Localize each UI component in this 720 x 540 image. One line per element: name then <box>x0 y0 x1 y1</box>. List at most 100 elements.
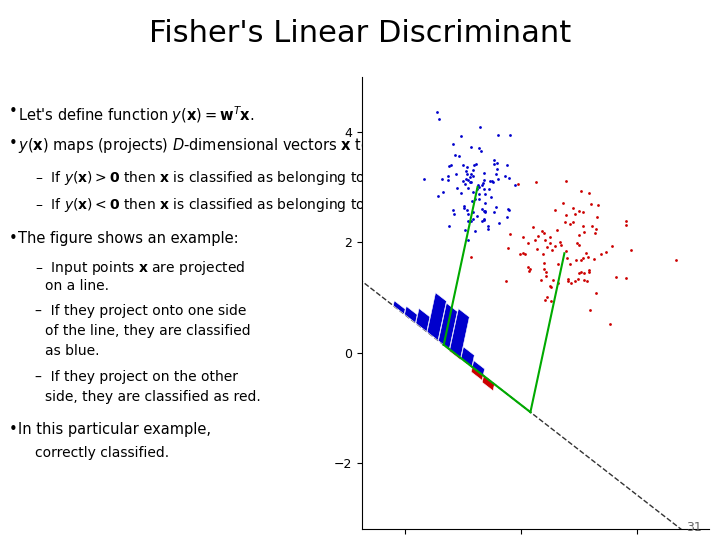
Point <box>447 140 459 149</box>
Point <box>504 131 516 139</box>
Polygon shape <box>472 361 485 375</box>
Point <box>459 226 471 234</box>
Point <box>476 204 487 213</box>
Point <box>539 265 550 273</box>
Text: –  If they project onto one side: – If they project onto one side <box>35 304 246 318</box>
Point <box>576 187 588 195</box>
Point <box>472 212 483 221</box>
Point <box>606 241 618 250</box>
Text: as blue.: as blue. <box>45 343 100 357</box>
Point <box>536 276 547 285</box>
Text: The figure shows an example:: The figure shows an example: <box>17 232 238 246</box>
Point <box>544 238 556 247</box>
Point <box>462 163 473 172</box>
Point <box>476 217 487 225</box>
Point <box>532 232 544 240</box>
Point <box>626 246 637 254</box>
Point <box>590 224 601 233</box>
Point <box>555 241 567 249</box>
Point <box>575 256 587 265</box>
Point <box>462 210 474 218</box>
Point <box>540 272 552 280</box>
Point <box>593 201 604 210</box>
Point <box>455 131 467 140</box>
Point <box>442 172 454 181</box>
Point <box>584 266 595 274</box>
Point <box>531 245 543 254</box>
Point <box>577 208 588 217</box>
Point <box>436 174 448 183</box>
Point <box>581 276 593 285</box>
Point <box>468 161 480 170</box>
Point <box>469 227 481 236</box>
Polygon shape <box>461 347 474 367</box>
Polygon shape <box>427 293 446 340</box>
Point <box>464 178 475 187</box>
Point <box>467 214 479 223</box>
Point <box>505 230 516 238</box>
Text: •: • <box>9 104 18 119</box>
Text: correctly classified.: correctly classified. <box>35 447 169 461</box>
Point <box>564 220 576 229</box>
Point <box>464 173 475 182</box>
Point <box>466 143 477 151</box>
Point <box>670 255 682 264</box>
Point <box>445 160 456 169</box>
Point <box>553 279 564 287</box>
Point <box>560 246 572 255</box>
Point <box>559 217 570 226</box>
Point <box>465 253 477 261</box>
Point <box>459 180 471 188</box>
Text: 31: 31 <box>686 521 702 534</box>
Point <box>539 235 551 244</box>
Point <box>552 259 563 268</box>
Point <box>554 238 566 246</box>
Point <box>538 249 549 258</box>
Point <box>522 239 534 247</box>
Point <box>583 188 595 197</box>
Point <box>544 282 556 291</box>
Point <box>512 180 523 188</box>
Point <box>490 170 502 178</box>
Point <box>467 172 479 180</box>
Text: –  If $y(\mathbf{x}) > \mathbf{0}$ then $\mathbf{x}$ is classified as belonging : – If $y(\mathbf{x}) > \mathbf{0}$ then $… <box>35 169 428 187</box>
Text: –  Input points $\mathbf{x}$ are projected: – Input points $\mathbf{x}$ are projecte… <box>35 260 246 278</box>
Point <box>474 190 485 199</box>
Point <box>562 274 574 283</box>
Point <box>457 177 469 185</box>
Polygon shape <box>438 303 457 349</box>
Point <box>462 176 474 184</box>
Polygon shape <box>450 309 469 358</box>
Point <box>502 212 513 221</box>
Point <box>585 200 597 209</box>
Text: •: • <box>9 137 18 151</box>
Point <box>547 276 559 285</box>
Point <box>501 161 513 170</box>
Point <box>515 249 526 258</box>
Point <box>561 177 572 185</box>
Point <box>462 217 474 226</box>
Point <box>487 178 499 186</box>
Point <box>574 207 585 215</box>
Point <box>479 207 490 216</box>
Point <box>490 202 502 211</box>
Text: of the line, they are classified: of the line, they are classified <box>45 324 251 338</box>
Point <box>536 226 548 235</box>
Point <box>474 122 485 131</box>
Point <box>583 268 595 276</box>
Point <box>517 232 528 241</box>
Point <box>448 205 459 214</box>
Text: •: • <box>9 232 18 246</box>
Point <box>457 161 469 170</box>
Point <box>589 229 600 238</box>
Point <box>578 269 590 278</box>
Text: Let's define function $y(\mathbf{x}) = \mathbf{w}^T\mathbf{x}$.: Let's define function $y(\mathbf{x}) = \… <box>17 104 254 125</box>
Point <box>567 218 578 226</box>
Point <box>479 190 490 198</box>
Point <box>449 151 461 159</box>
Point <box>560 211 572 219</box>
Point <box>575 267 586 276</box>
Point <box>458 201 469 210</box>
Point <box>557 198 568 207</box>
Point <box>479 215 490 224</box>
